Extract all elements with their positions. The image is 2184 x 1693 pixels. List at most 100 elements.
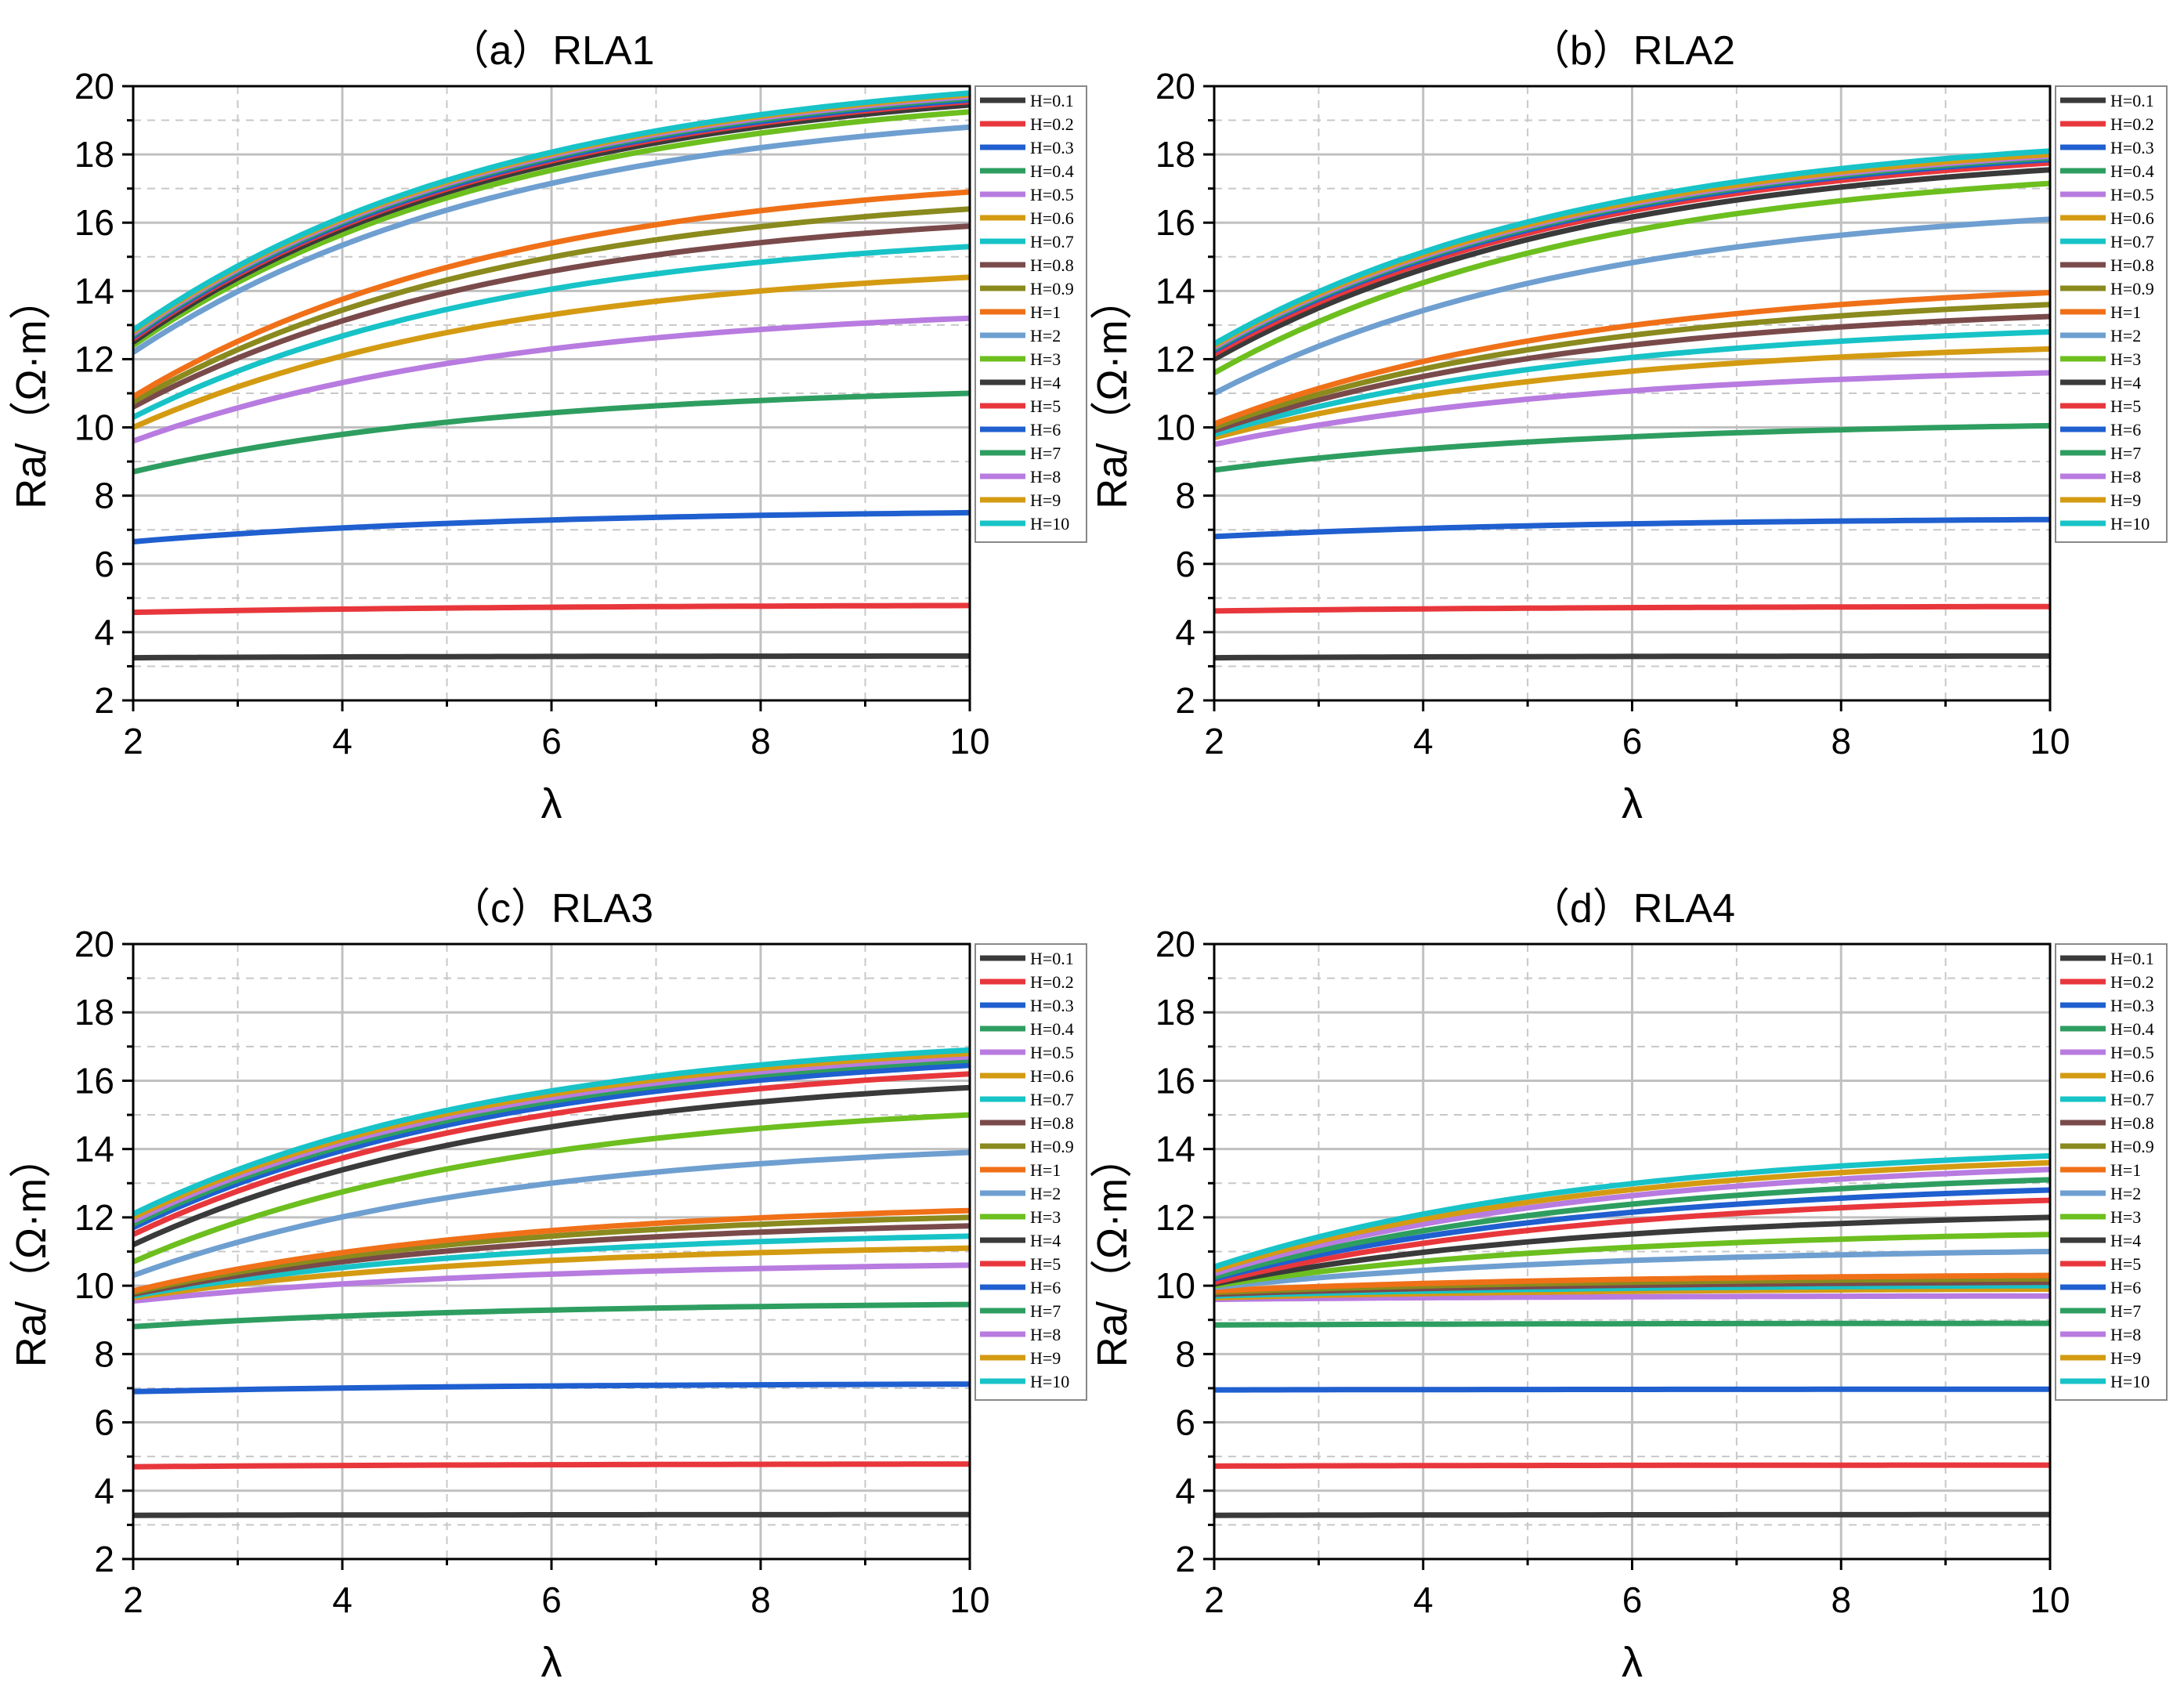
legend-label: H=0.2 xyxy=(1030,972,1074,992)
legend-label: H=6 xyxy=(1030,1278,1061,1297)
series-line-H=0.6 xyxy=(132,274,971,430)
y-tick-label: 6 xyxy=(1175,1402,1195,1443)
legend-label: H=1 xyxy=(2110,302,2141,322)
legend: H=0.1 H=0.2 H=0.3 H=0.4 H=0.5 H=0.6 H=0.7 H=0.8… xyxy=(974,85,1087,543)
chart-title: （c）RLA3 xyxy=(450,886,653,932)
legend: H=0.1 H=0.2 H=0.3 H=0.4 H=0.5 H=0.6 H=0.7 H=0.8… xyxy=(2055,85,2168,543)
y-tick-label: 2 xyxy=(94,680,114,721)
series-line-H=0.2 xyxy=(132,1461,970,1470)
legend: H=0.1 H=0.2 H=0.3 H=0.4 H=0.5 H=0.6 H=0.7 H=0.8… xyxy=(2055,943,2168,1401)
series-line-H=0.6 xyxy=(1213,345,2051,440)
legend-label: H=0.8 xyxy=(1030,255,1074,275)
series-line-H=0.9 xyxy=(132,1214,971,1296)
series-line-H=5 xyxy=(132,1071,971,1237)
legend-label: H=0.9 xyxy=(1030,279,1074,298)
y-tick-label: 10 xyxy=(74,1265,114,1306)
series-line-H=0.3 xyxy=(132,1381,971,1395)
series-line-H=0.2 xyxy=(1213,1462,2050,1469)
legend-label: H=0.3 xyxy=(1030,996,1074,1015)
legend-label: H=0.5 xyxy=(1030,185,1074,204)
legend-label: H=4 xyxy=(1030,373,1061,393)
legend: H=0.1 H=0.2 H=0.3 H=0.4 H=0.5 H=0.6 H=0.7 H=0.8… xyxy=(974,943,1087,1401)
y-tick-label: 14 xyxy=(74,270,114,311)
y-axis-label: Ra/（Ω·m） xyxy=(8,1136,55,1367)
series-line-H=10 xyxy=(132,90,971,333)
legend-label: H=0.3 xyxy=(2110,138,2154,157)
legend-label: H=0.5 xyxy=(2110,1043,2154,1062)
series-line-H=0.2 xyxy=(1213,603,2051,614)
x-tick-label: 2 xyxy=(1204,1579,1224,1620)
series-line-H=4 xyxy=(132,1084,971,1247)
legend-label: H=0.2 xyxy=(1030,114,1074,134)
y-tick-label: 18 xyxy=(1155,992,1195,1033)
legend-label: H=5 xyxy=(1030,396,1061,416)
x-tick-label: 6 xyxy=(1622,1579,1643,1620)
series-line-H=0.3 xyxy=(1214,1386,2050,1393)
series-line-H=2 xyxy=(132,1149,971,1279)
series-line-H=0.8 xyxy=(132,1223,971,1297)
series-line-H=0.8 xyxy=(132,223,971,410)
chart-panel-4: 2 4 6 8 10 2 4 6 8 10 12 14 16 18 20 （d）RLA4 λ Ra/（Ω·m） H=… xyxy=(1089,886,2168,1686)
y-tick-label: 8 xyxy=(1175,476,1195,516)
legend-label: H=0.3 xyxy=(1030,138,1074,157)
chart-title: （a）RLA1 xyxy=(449,28,655,74)
legend-label: H=8 xyxy=(2110,1325,2141,1344)
y-tick-label: 8 xyxy=(94,1333,114,1374)
series-line-H=0.2 xyxy=(132,602,971,616)
series-line-H=0.5 xyxy=(1213,370,2051,447)
x-tick-label: 10 xyxy=(949,721,989,761)
legend-label: H=7 xyxy=(2110,443,2141,463)
series-line-H=0.5 xyxy=(132,315,971,444)
legend-label: H=0.4 xyxy=(1030,161,1074,181)
legend-label: H=0.5 xyxy=(2110,185,2154,204)
series-line-H=0.1 xyxy=(1213,1511,2050,1518)
series-line-H=9 xyxy=(132,1051,971,1221)
series-line-H=3 xyxy=(1213,180,2051,375)
y-tick-label: 6 xyxy=(94,544,114,584)
y-tick-label: 18 xyxy=(74,992,114,1033)
y-tick-label: 6 xyxy=(1175,544,1195,584)
y-tick-label: 20 xyxy=(74,66,114,107)
legend-label: H=9 xyxy=(2110,490,2141,510)
legend-label: H=0.7 xyxy=(2110,1090,2154,1109)
series-line-H=0.7 xyxy=(132,1233,971,1299)
series-line-H=4 xyxy=(1213,1214,2051,1287)
legend-label: H=3 xyxy=(1030,1207,1061,1227)
series-line-H=2 xyxy=(1213,216,2051,396)
series-line-H=0.7 xyxy=(1213,329,2051,437)
legend-label: H=2 xyxy=(1030,326,1061,345)
legend-label: H=8 xyxy=(1030,1325,1061,1344)
legend-label: H=10 xyxy=(2110,1372,2150,1391)
x-tick-label: 2 xyxy=(123,721,143,761)
y-axis-label: Ra/（Ω·m） xyxy=(8,277,55,508)
series-line-H=0.6 xyxy=(132,1245,971,1300)
series-line-H=8 xyxy=(132,1054,971,1224)
y-tick-label: 16 xyxy=(74,202,114,243)
x-tick-label: 8 xyxy=(1831,721,1851,761)
series-line-H=0.9 xyxy=(1213,302,2051,430)
y-axis-label: Ra/（Ω·m） xyxy=(1089,1136,1136,1367)
legend-label: H=0.7 xyxy=(1030,1090,1074,1109)
series-line-H=1 xyxy=(132,189,971,400)
series-line-H=0.3 xyxy=(1213,516,2051,540)
series-line-H=2 xyxy=(1213,1249,2051,1290)
x-tick-label: 6 xyxy=(541,721,562,761)
y-tick-label: 8 xyxy=(1175,1333,1195,1374)
y-tick-label: 4 xyxy=(94,612,114,653)
x-tick-label: 10 xyxy=(949,1579,989,1620)
y-tick-label: 16 xyxy=(1155,1060,1195,1101)
legend-label: H=7 xyxy=(1030,1301,1061,1321)
x-tick-label: 8 xyxy=(750,1579,771,1620)
x-axis-label: λ xyxy=(541,1639,562,1686)
y-tick-label: 2 xyxy=(1175,1539,1195,1579)
legend-label: H=0.5 xyxy=(1030,1043,1074,1062)
legend-label: H=0.4 xyxy=(2110,1019,2154,1039)
legend-label: H=8 xyxy=(2110,467,2141,487)
series-line-H=6 xyxy=(1213,1187,2051,1282)
legend-label: H=0.2 xyxy=(2110,114,2154,134)
legend-label: H=10 xyxy=(2110,514,2150,534)
series-line-H=3 xyxy=(132,109,971,348)
legend-label: H=9 xyxy=(1030,490,1061,510)
series-line-H=10 xyxy=(1213,1152,2051,1270)
